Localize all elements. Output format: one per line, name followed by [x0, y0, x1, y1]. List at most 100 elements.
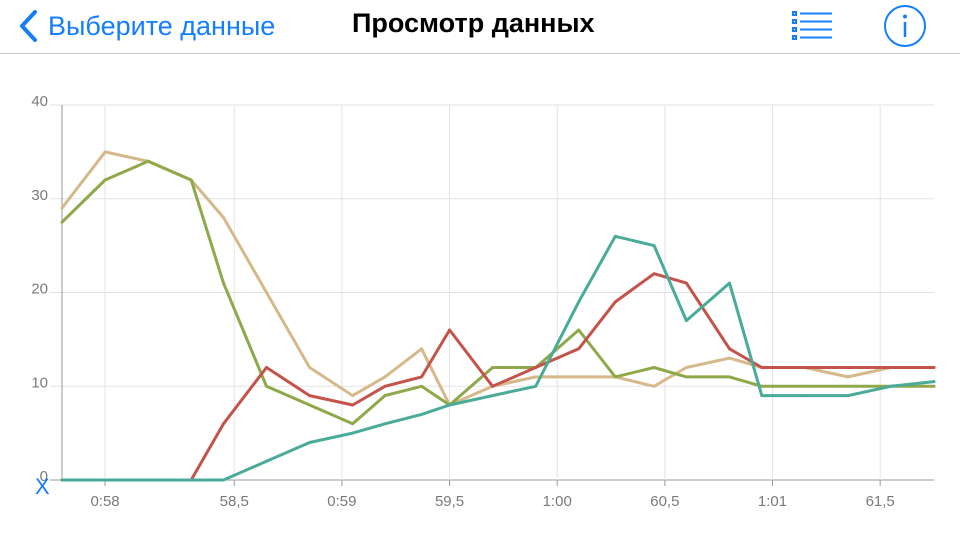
- info-icon: [884, 5, 926, 47]
- data-point: [420, 347, 423, 351]
- data-point: [146, 159, 150, 163]
- data-point: [222, 216, 225, 219]
- data-point: [103, 150, 107, 154]
- data-point: [189, 478, 193, 482]
- data-point: [846, 375, 850, 379]
- data-point: [491, 366, 495, 369]
- chart-grid: [50, 104, 934, 486]
- data-point: [613, 234, 617, 238]
- y-tick-label: 10: [31, 374, 48, 391]
- x-tick-label: 58,5: [220, 493, 249, 510]
- data-point: [577, 375, 581, 379]
- data-point: [383, 384, 387, 388]
- data-point: [760, 366, 764, 369]
- data-point: [351, 394, 355, 398]
- data-point: [103, 178, 107, 182]
- y-tick-label: 0: [40, 468, 48, 485]
- x-tick-label: 59,5: [435, 493, 464, 510]
- data-point: [383, 375, 387, 379]
- y-tick-label: 30: [31, 187, 48, 204]
- data-point: [803, 394, 807, 398]
- info-button[interactable]: [883, 4, 927, 48]
- x-axis-ticks: 0:58 58,5 0:59 59,5 1:00 60,5 1:01 61,5: [90, 493, 894, 510]
- data-point: [308, 403, 312, 407]
- data-point: [684, 281, 688, 285]
- x-tick-label: 61,5: [866, 493, 895, 510]
- data-point: [420, 412, 423, 416]
- data-point: [728, 356, 731, 360]
- data-point: [846, 384, 850, 388]
- data-point: [383, 394, 387, 398]
- data-point: [103, 478, 107, 482]
- data-point: [728, 347, 731, 351]
- data-point: [383, 422, 387, 426]
- x-tick-label: 1:01: [758, 493, 787, 510]
- data-point: [265, 366, 268, 369]
- data-point: [577, 300, 581, 304]
- list-icon: [792, 11, 832, 40]
- data-point: [652, 272, 656, 276]
- data-point: [265, 291, 268, 294]
- x-tick-label: 0:59: [327, 493, 356, 510]
- data-point: [189, 178, 193, 182]
- data-point: [613, 375, 617, 379]
- data-point: [728, 281, 731, 285]
- chart-series: [60, 150, 936, 482]
- series-line-3: [60, 272, 936, 482]
- navigation-bar: Выберите данные Просмотр данных: [0, 0, 960, 54]
- data-point: [803, 366, 807, 369]
- chevron-left-icon: [20, 10, 37, 42]
- data-point: [577, 347, 581, 351]
- data-point: [534, 366, 538, 369]
- data-point: [889, 366, 893, 369]
- data-point: [846, 394, 850, 398]
- y-tick-label: 40: [31, 93, 48, 110]
- data-point: [684, 375, 688, 379]
- y-axis-ticks: 0 10 20 30 40: [31, 93, 48, 485]
- data-point: [265, 384, 268, 388]
- series-line-4: [60, 234, 936, 482]
- data-point: [760, 394, 764, 398]
- data-point: [60, 478, 64, 482]
- data-point: [351, 422, 355, 426]
- data-point: [265, 459, 268, 463]
- data-point: [652, 384, 656, 388]
- data-point: [684, 319, 688, 323]
- data-point: [420, 375, 423, 379]
- data-point: [60, 220, 64, 224]
- data-point: [351, 403, 355, 407]
- data-point: [577, 328, 581, 332]
- y-tick-label: 20: [31, 281, 48, 298]
- data-point: [932, 366, 936, 369]
- data-point: [308, 441, 312, 444]
- data-point: [491, 384, 495, 388]
- list-button[interactable]: [790, 8, 834, 44]
- data-point: [351, 431, 355, 435]
- page-title: Просмотр данных: [352, 8, 595, 38]
- data-point: [534, 384, 538, 388]
- data-point: [308, 394, 312, 398]
- x-tick-label: 0:58: [90, 493, 119, 510]
- data-point: [613, 300, 617, 304]
- data-point: [534, 375, 538, 379]
- data-point: [889, 384, 893, 388]
- data-point: [222, 478, 225, 482]
- back-button[interactable]: Выберите данные: [18, 6, 275, 46]
- data-point: [60, 206, 64, 210]
- data-point: [222, 422, 225, 426]
- back-button-label: Выберите данные: [48, 10, 276, 41]
- data-point: [222, 281, 225, 285]
- x-axis-marker[interactable]: X: [35, 474, 50, 499]
- x-tick-label: 1:00: [543, 493, 572, 510]
- data-point: [308, 366, 312, 369]
- data-point: [728, 375, 731, 379]
- data-point: [803, 384, 807, 388]
- data-point: [146, 478, 150, 482]
- data-point: [448, 403, 451, 407]
- data-point: [652, 244, 656, 248]
- x-tick-label: 60,5: [650, 493, 679, 510]
- line-chart: 0 10 20 30 40 0:58 58,5 0:59 59,5 1:00 60,5 1:01 61…: [31, 93, 936, 510]
- data-point: [760, 384, 764, 388]
- data-point: [448, 328, 451, 332]
- data-point: [932, 380, 936, 383]
